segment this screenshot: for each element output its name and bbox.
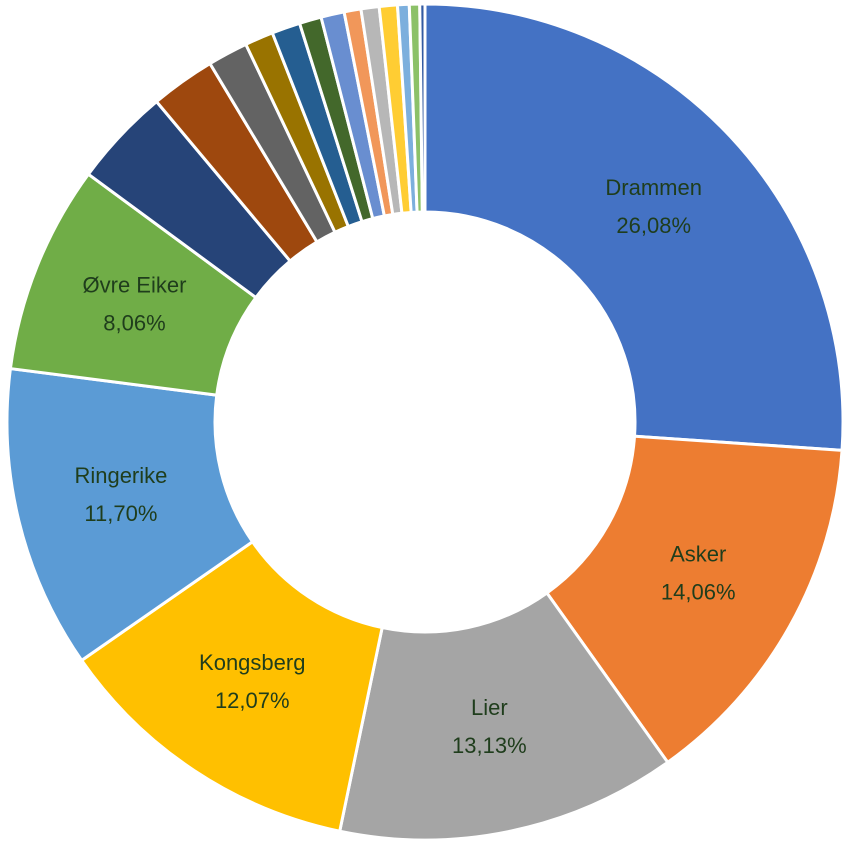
value-label: 11,70% [84, 501, 157, 526]
value-label: 8,06% [103, 310, 165, 335]
slice [423, 2, 843, 452]
value-label: 13,13% [452, 733, 527, 758]
slice-label: Lier [471, 695, 508, 720]
slice-label: Drammen [605, 175, 702, 200]
slice [5, 366, 255, 663]
slice-label: Ringerike [74, 463, 167, 488]
slice [544, 434, 843, 765]
slice [79, 539, 384, 833]
value-label: 14,06% [661, 579, 736, 604]
slice [337, 590, 670, 842]
value-label: 26,08% [616, 213, 691, 238]
slice-label: Asker [670, 541, 726, 566]
slice-label: Kongsberg [199, 650, 305, 675]
slice [418, 2, 427, 214]
value-label: 12,07% [215, 688, 290, 713]
slice-label: Øvre Eiker [83, 272, 187, 297]
